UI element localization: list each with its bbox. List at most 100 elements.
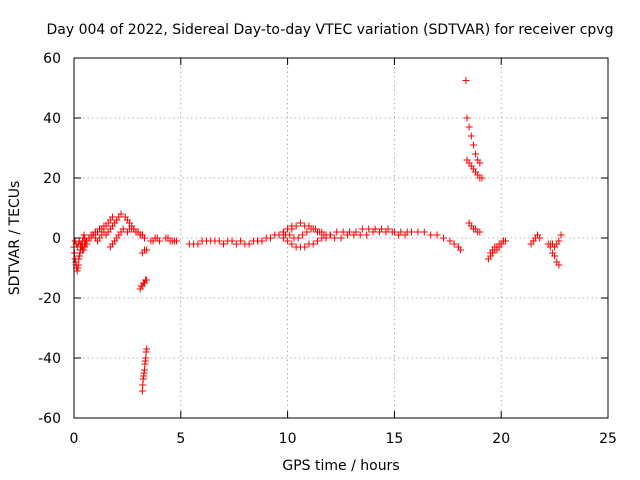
y-axis-title: SDTVAR / TECUs — [7, 181, 23, 296]
data-point — [220, 240, 228, 248]
data-point — [337, 234, 345, 242]
data-point — [457, 246, 465, 254]
data-point — [143, 246, 151, 254]
data-point — [292, 222, 300, 230]
data-point — [462, 77, 470, 84]
x-tick-label: 0 — [70, 431, 79, 447]
data-point — [284, 237, 292, 245]
y-tick-label: -20 — [38, 291, 61, 307]
data-point — [326, 231, 334, 239]
data-point — [420, 228, 428, 236]
data-point — [382, 228, 390, 236]
data-point — [350, 231, 358, 239]
data-point — [472, 150, 480, 158]
data-point — [557, 231, 565, 239]
data-point — [228, 237, 236, 245]
data-point — [245, 240, 253, 248]
data-point — [108, 213, 116, 221]
data-point — [314, 237, 322, 245]
data-point — [467, 132, 475, 140]
data-point — [117, 210, 125, 218]
data-point — [375, 228, 383, 236]
data-point — [75, 255, 83, 263]
data-point — [446, 237, 454, 245]
data-point — [140, 234, 148, 242]
x-tick-label: 25 — [599, 431, 617, 447]
y-tick-label: 20 — [43, 171, 61, 187]
y-tick-label: 60 — [43, 51, 61, 67]
y-tick-label: -40 — [38, 351, 61, 367]
data-point — [536, 234, 544, 242]
data-point — [75, 237, 83, 245]
y-tick-label: 40 — [43, 111, 61, 127]
data-point — [551, 252, 559, 260]
data-point — [469, 141, 477, 149]
data-point — [74, 261, 82, 269]
data-point — [299, 231, 307, 239]
data-point — [140, 366, 148, 374]
data-point — [331, 234, 339, 242]
data-point — [407, 228, 415, 236]
data-point — [440, 234, 448, 242]
data-point — [142, 354, 150, 362]
data-point — [96, 225, 104, 233]
data-point — [296, 219, 304, 227]
data-point — [414, 228, 422, 236]
data-point — [450, 240, 458, 248]
data-point — [138, 387, 146, 395]
data-point — [194, 240, 202, 248]
x-tick-label: 20 — [492, 431, 510, 447]
data-point — [286, 231, 294, 239]
data-point — [316, 228, 324, 236]
data-point — [476, 159, 484, 167]
data-point — [555, 237, 563, 245]
x-tick-label: 5 — [176, 431, 185, 447]
data-point — [427, 231, 435, 239]
data-point — [388, 228, 396, 236]
data-point — [301, 243, 309, 251]
data-point — [294, 234, 302, 242]
data-point — [303, 228, 311, 236]
data-point — [258, 237, 266, 245]
data-point — [119, 225, 127, 233]
data-point — [232, 240, 240, 248]
data-point — [237, 237, 245, 245]
data-point — [80, 231, 88, 239]
data-point — [215, 237, 223, 245]
data-point — [311, 225, 319, 233]
data-point — [395, 231, 403, 239]
data-point — [143, 345, 151, 353]
data-point — [284, 225, 292, 233]
y-tick-label: -60 — [38, 411, 61, 427]
data-point — [356, 231, 364, 239]
data-point — [365, 225, 373, 233]
data-point — [499, 237, 507, 245]
y-tick-label: 0 — [52, 231, 61, 247]
data-point — [173, 237, 181, 245]
data-points — [70, 77, 565, 395]
data-point — [339, 228, 347, 236]
data-point — [555, 261, 563, 269]
data-point — [333, 228, 341, 236]
axis-ticks: 0 5 10 15 20 25 -60 -40 -20 0 20 40 60 — [38, 51, 617, 447]
data-point — [73, 267, 81, 275]
data-point — [433, 231, 441, 239]
data-point — [275, 231, 283, 239]
data-point — [75, 252, 83, 260]
data-point — [155, 237, 163, 245]
data-point — [478, 174, 486, 182]
data-point — [401, 231, 409, 239]
data-point — [343, 231, 351, 239]
data-point — [476, 228, 484, 236]
data-point — [358, 225, 366, 233]
data-point — [143, 276, 151, 284]
data-point — [369, 228, 377, 236]
x-axis-title: GPS time / hours — [282, 458, 399, 474]
x-tick-label: 10 — [279, 431, 297, 447]
data-point — [139, 381, 147, 389]
data-point — [288, 240, 296, 248]
data-point — [267, 234, 275, 242]
data-point — [363, 231, 371, 239]
data-point — [463, 114, 471, 122]
